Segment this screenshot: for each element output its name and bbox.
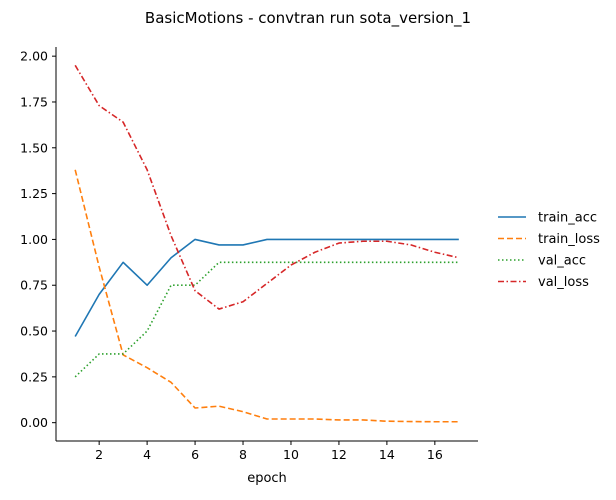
series-line-train_loss: [74, 169, 459, 423]
legend: train_acc train_loss val_acc val_loss: [498, 211, 600, 290]
y-tick-label: 0.50: [20, 324, 48, 339]
legend-label-train_acc: train_acc: [538, 211, 597, 226]
y-tick-label: 2.00: [20, 49, 48, 64]
x-tick-label: 2: [95, 447, 103, 462]
y-tick-label: 1.50: [20, 140, 48, 155]
series-line-train_acc: [74, 238, 459, 337]
series-line-val_loss: [74, 64, 459, 310]
x-tick-label: 12: [331, 447, 347, 462]
x-tick-label: 8: [239, 447, 247, 462]
y-tick-label: 0.75: [20, 278, 48, 293]
y-tick-label: 1.00: [20, 232, 48, 247]
y-tick-label: 0.25: [20, 369, 48, 384]
legend-label-val_loss: val_loss: [538, 275, 589, 290]
y-ticks: 0.00 0.25 0.50 0.75 1.00 1.25 1.50 1.75 2.00: [20, 49, 56, 430]
x-tick-label: 14: [379, 447, 395, 462]
plot-area: [74, 64, 459, 423]
y-tick-label: 0.00: [20, 415, 48, 430]
x-tick-label: 10: [283, 447, 299, 462]
x-tick-label: 6: [191, 447, 199, 462]
chart-title: BasicMotions - convtran run sota_version…: [145, 9, 471, 28]
x-tick-label: 16: [427, 447, 443, 462]
x-ticks: 2 4 6 8 10 12 14 16: [95, 441, 443, 462]
y-tick-label: 1.25: [20, 186, 48, 201]
x-tick-label: 4: [143, 447, 151, 462]
legend-label-val_acc: val_acc: [538, 254, 586, 269]
legend-label-train_loss: train_loss: [538, 232, 600, 247]
x-axis-label: epoch: [247, 471, 287, 486]
y-tick-label: 1.75: [20, 94, 48, 109]
